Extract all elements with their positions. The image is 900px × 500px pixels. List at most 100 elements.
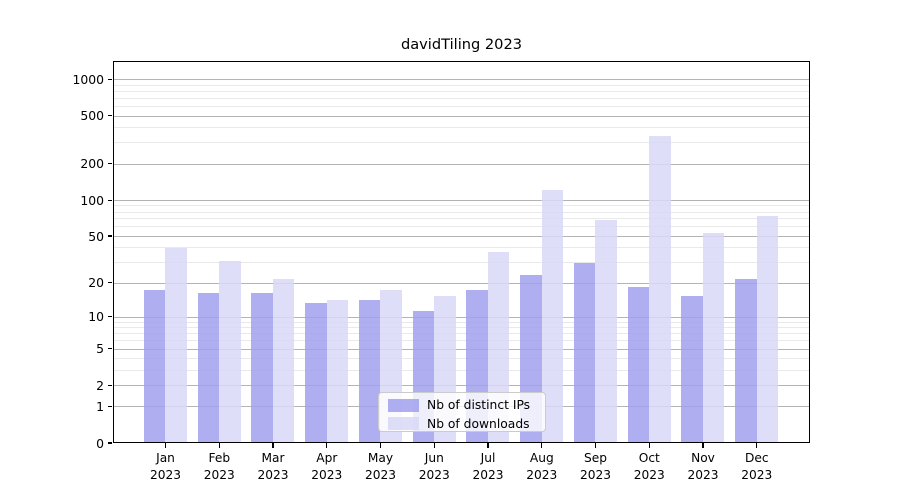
bar-nb-of-distinct-ips-oct-2023	[627, 287, 649, 442]
x-tick-jun-2023	[433, 443, 435, 448]
legend-label-nb-of-downloads: Nb of downloads	[427, 416, 530, 431]
y-tick-2	[107, 384, 112, 386]
y-tick-label-200: 200	[80, 156, 104, 172]
gridline-major-1000	[114, 79, 809, 81]
x-tick-label-dec-2023: Dec 2023	[741, 451, 773, 482]
gridline-minor-70	[114, 218, 809, 220]
gridline-major-10	[114, 316, 809, 318]
legend-swatch-nb-of-downloads	[388, 417, 419, 431]
x-tick-label-may-2023: May 2023	[364, 451, 397, 482]
bar-nb-of-downloads-feb-2023	[219, 261, 241, 442]
x-tick-jul-2023	[487, 443, 489, 448]
bar-nb-of-distinct-ips-may-2023	[358, 299, 381, 442]
gridline-minor-400	[114, 127, 809, 129]
gridline-minor-40	[114, 247, 809, 249]
y-tick-label-1: 1	[96, 399, 104, 414]
bar-nb-of-distinct-ips-jan-2023	[143, 289, 166, 442]
x-tick-nov-2023	[702, 443, 704, 448]
plot-area	[113, 61, 810, 443]
y-tick-10	[107, 316, 112, 318]
x-tick-label-nov-2023: Nov 2023	[687, 451, 719, 482]
bar-nb-of-distinct-ips-nov-2023	[681, 296, 703, 442]
legend: Nb of distinct IPs Nb of downloads	[378, 392, 546, 432]
y-tick-1	[107, 405, 112, 408]
gridline-minor-9	[114, 321, 809, 323]
bar-nb-of-downloads-aug-2023	[541, 189, 564, 442]
bar-nb-of-distinct-ips-mar-2023	[251, 292, 273, 442]
x-tick-label-aug-2023: Aug 2023	[526, 451, 558, 482]
gridline-major-50	[114, 235, 809, 237]
x-tick-oct-2023	[648, 443, 650, 448]
y-tick-label-20: 20	[88, 275, 104, 291]
gridline-major-500	[114, 115, 809, 117]
y-tick-5	[107, 348, 112, 350]
x-tick-jan-2023	[164, 443, 167, 448]
y-tick-50	[107, 235, 112, 237]
gridline-minor-60	[114, 226, 809, 228]
x-tick-aug-2023	[541, 443, 543, 448]
y-tick-label-100: 100	[80, 192, 104, 208]
legend-row-nb-of-distinct-ips: Nb of distinct IPs	[379, 396, 545, 415]
y-tick-100	[107, 199, 112, 201]
y-tick-200	[107, 163, 112, 165]
bar-nb-of-downloads-mar-2023	[272, 279, 295, 442]
x-tick-label-jun-2023: Jun 2023	[418, 451, 450, 482]
y-tick-label-0: 0	[96, 435, 104, 451]
gridline-minor-90	[114, 205, 809, 207]
bar-nb-of-distinct-ips-apr-2023	[305, 303, 327, 442]
gridline-major-200	[114, 163, 809, 165]
gridline-minor-6	[114, 340, 809, 342]
gridline-minor-7	[114, 333, 809, 335]
bar-nb-of-downloads-jan-2023	[165, 247, 187, 442]
x-tick-label-sep-2023: Sep 2023	[579, 451, 612, 482]
y-tick-label-50: 50	[88, 228, 104, 244]
x-tick-label-apr-2023: Apr 2023	[311, 451, 343, 482]
bar-nb-of-downloads-oct-2023	[649, 135, 671, 442]
gridline-minor-900	[114, 84, 809, 86]
y-tick-label-10: 10	[88, 309, 104, 325]
legend-label-nb-of-distinct-ips: Nb of distinct IPs	[427, 398, 531, 413]
bar-nb-of-distinct-ips-feb-2023	[197, 292, 219, 442]
bar-nb-of-distinct-ips-dec-2023	[735, 279, 757, 442]
x-tick-dec-2023	[756, 443, 758, 448]
y-tick-500	[107, 115, 112, 117]
y-tick-label-1000: 1000	[72, 71, 104, 87]
gridline-minor-700	[114, 97, 809, 99]
bar-nb-of-downloads-sep-2023	[595, 219, 617, 442]
gridline-major-20	[114, 282, 809, 284]
x-tick-label-feb-2023: Feb 2023	[203, 451, 235, 482]
x-tick-may-2023	[379, 443, 382, 448]
x-tick-label-jul-2023: Jul 2023	[472, 451, 504, 482]
bar-nb-of-downloads-apr-2023	[326, 299, 349, 442]
x-tick-feb-2023	[218, 443, 220, 448]
x-tick-sep-2023	[594, 443, 597, 448]
gridline-minor-800	[114, 90, 809, 92]
x-tick-label-jan-2023: Jan 2023	[149, 451, 182, 482]
gridline-minor-8	[114, 327, 809, 329]
y-tick-20	[107, 282, 112, 284]
legend-swatch-nb-of-distinct-ips	[388, 398, 419, 412]
y-tick-1000	[107, 78, 112, 80]
y-tick-label-5: 5	[96, 341, 104, 357]
gridline-major-100	[114, 199, 809, 201]
bar-nb-of-distinct-ips-sep-2023	[573, 263, 596, 442]
gridline-minor-3	[114, 369, 809, 371]
y-tick-label-2: 2	[96, 377, 104, 393]
gridline-major-2	[114, 385, 809, 386]
y-tick-0	[107, 442, 112, 444]
gridline-minor-4	[114, 358, 809, 360]
legend-row-nb-of-downloads: Nb of downloads	[379, 415, 545, 434]
chart-title: davidTiling 2023	[400, 36, 523, 53]
gridline-minor-80	[114, 211, 809, 213]
gridline-minor-300	[114, 142, 809, 144]
gridline-minor-600	[114, 106, 809, 107]
bar-nb-of-downloads-dec-2023	[756, 216, 778, 442]
x-tick-apr-2023	[326, 443, 328, 448]
x-tick-label-oct-2023: Oct 2023	[633, 451, 665, 482]
gridline-major-5	[114, 348, 809, 350]
y-tick-label-500: 500	[80, 108, 104, 124]
x-tick-label-mar-2023: Mar 2023	[257, 451, 289, 482]
x-tick-mar-2023	[272, 443, 274, 448]
bar-nb-of-downloads-nov-2023	[702, 233, 725, 442]
